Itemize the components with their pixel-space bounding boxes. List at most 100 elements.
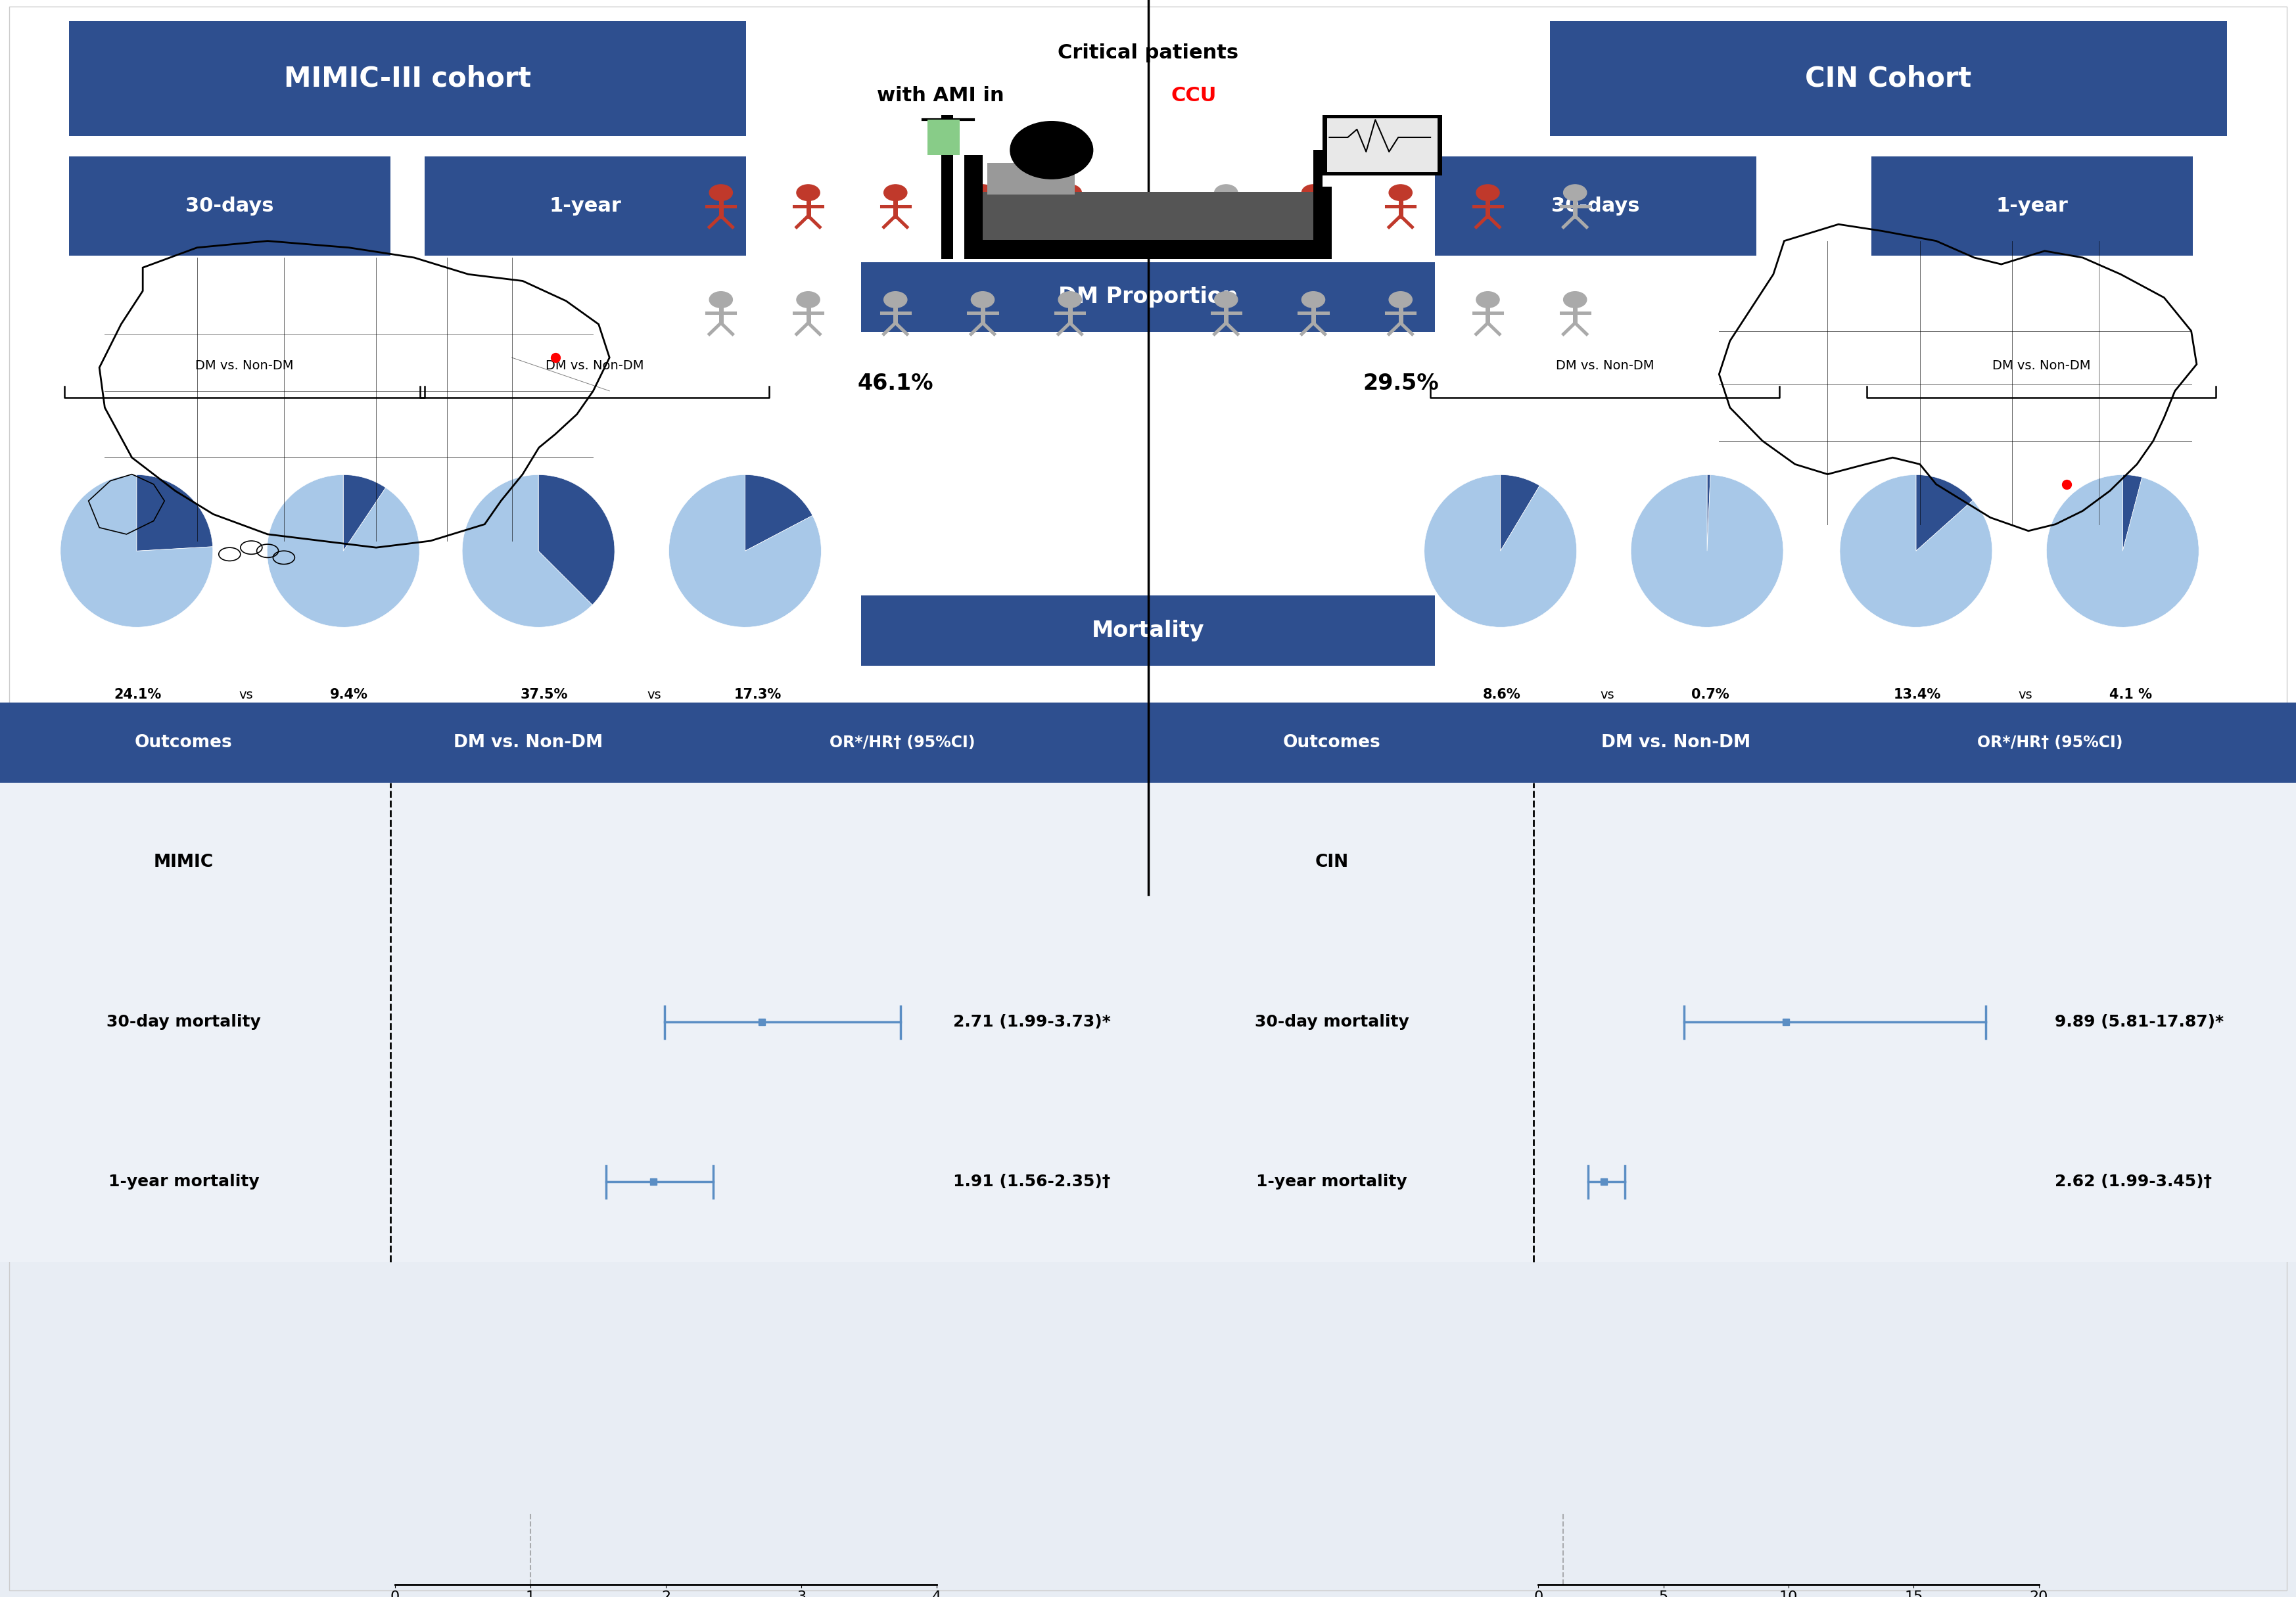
Wedge shape (1630, 474, 1784, 628)
Circle shape (1476, 292, 1499, 308)
Circle shape (1564, 185, 1587, 201)
Bar (0, 703, 2296, 1597)
Text: DM vs. Non-DM: DM vs. Non-DM (546, 359, 643, 372)
Text: CIN Cohort: CIN Cohort (1805, 64, 1972, 93)
Wedge shape (1499, 474, 1541, 551)
Wedge shape (342, 474, 386, 551)
Text: MIMIC-III cohort: MIMIC-III cohort (285, 64, 530, 93)
Text: vs: vs (647, 688, 661, 701)
Circle shape (1010, 121, 1093, 179)
Text: 46.1%: 46.1% (856, 372, 934, 394)
Text: DM vs. Non-DM: DM vs. Non-DM (1993, 359, 2089, 372)
Text: 1-year: 1-year (1995, 196, 2069, 216)
Bar (941, 115, 953, 259)
Bar (1148, 783, 2296, 942)
Circle shape (1302, 185, 1325, 201)
Text: 17.3%: 17.3% (735, 688, 781, 701)
Circle shape (709, 292, 732, 308)
Text: Mortality: Mortality (1091, 620, 1205, 642)
Text: Outcomes: Outcomes (135, 735, 232, 751)
Text: 37.5%: 37.5% (521, 688, 567, 701)
Circle shape (884, 185, 907, 201)
Text: OR*/HR† (95%CI): OR*/HR† (95%CI) (829, 735, 976, 751)
Wedge shape (266, 474, 420, 628)
Circle shape (971, 292, 994, 308)
Wedge shape (668, 474, 822, 628)
Text: 13.4%: 13.4% (1894, 688, 1940, 701)
Bar (964, 155, 983, 259)
Text: 2.62 (1.99-3.45)†: 2.62 (1.99-3.45)† (2055, 1174, 2211, 1190)
Text: 1-year: 1-year (549, 196, 622, 216)
Bar (861, 262, 1435, 332)
Circle shape (797, 292, 820, 308)
Text: 8.6%: 8.6% (1483, 688, 1520, 701)
Wedge shape (2046, 474, 2200, 628)
Text: 9.4%: 9.4% (331, 688, 367, 701)
Text: 1-year mortality: 1-year mortality (108, 1174, 259, 1190)
Bar (69, 21, 746, 136)
Text: 4.1 %: 4.1 % (2110, 688, 2151, 701)
Bar (1148, 942, 2296, 1102)
Wedge shape (135, 474, 214, 551)
Wedge shape (1915, 474, 1972, 551)
Bar (425, 157, 746, 256)
Wedge shape (1706, 474, 1711, 551)
Bar (1313, 150, 1322, 214)
Circle shape (1302, 292, 1325, 308)
Wedge shape (537, 474, 615, 605)
Wedge shape (1424, 474, 1577, 628)
Circle shape (971, 185, 994, 201)
Bar (0, 0, 2296, 703)
Text: 1-year mortality: 1-year mortality (1256, 1174, 1407, 1190)
Bar (1322, 115, 1442, 176)
Wedge shape (744, 474, 813, 551)
Text: MIMIC: MIMIC (154, 854, 214, 870)
Text: DM vs. Non-DM: DM vs. Non-DM (452, 735, 604, 751)
Text: CCU: CCU (1171, 86, 1217, 105)
Circle shape (709, 185, 732, 201)
Wedge shape (60, 474, 214, 628)
Text: 29.5%: 29.5% (1362, 372, 1440, 394)
Bar (964, 240, 1332, 259)
Text: DM Proportion: DM Proportion (1058, 286, 1238, 308)
Bar (1435, 157, 1756, 256)
Circle shape (1058, 185, 1081, 201)
Circle shape (884, 292, 907, 308)
Bar (1148, 1102, 2296, 1262)
Text: DM vs. Non-DM: DM vs. Non-DM (1600, 735, 1752, 751)
Bar (0, 1102, 1148, 1262)
Wedge shape (1839, 474, 1993, 628)
Text: 1.91 (1.56-2.35)†: 1.91 (1.56-2.35)† (953, 1174, 1109, 1190)
Text: vs: vs (2018, 688, 2032, 701)
Circle shape (1389, 185, 1412, 201)
Bar (1313, 187, 1332, 259)
Bar (928, 120, 960, 155)
Text: Outcomes: Outcomes (1283, 735, 1380, 751)
Bar (987, 163, 1075, 195)
Bar (0, 942, 1148, 1102)
Bar (983, 192, 1313, 240)
Text: vs: vs (1600, 688, 1614, 701)
Circle shape (1215, 185, 1238, 201)
Text: vs: vs (239, 688, 253, 701)
Bar (1871, 157, 2193, 256)
Bar (1327, 118, 1437, 172)
Text: DM vs. Non-DM: DM vs. Non-DM (1557, 359, 1653, 372)
Text: CIN: CIN (1316, 854, 1348, 870)
Bar (861, 596, 1435, 666)
Text: 30-day mortality: 30-day mortality (1254, 1014, 1410, 1030)
Text: OR*/HR† (95%CI): OR*/HR† (95%CI) (1977, 735, 2124, 751)
Wedge shape (2122, 474, 2142, 551)
Text: 24.1%: 24.1% (115, 688, 161, 701)
Wedge shape (461, 474, 592, 628)
Text: Critical patients: Critical patients (1058, 43, 1238, 62)
Text: DM vs. Non-DM: DM vs. Non-DM (195, 359, 294, 372)
Text: 9.89 (5.81-17.87)*: 9.89 (5.81-17.87)* (2055, 1014, 2225, 1030)
Text: 0.7%: 0.7% (1692, 688, 1729, 701)
Bar (1148, 703, 2296, 783)
Circle shape (1564, 292, 1587, 308)
Text: 30-day mortality: 30-day mortality (106, 1014, 262, 1030)
Bar (69, 157, 390, 256)
Text: 30-days: 30-days (186, 196, 273, 216)
Text: 2.71 (1.99-3.73)*: 2.71 (1.99-3.73)* (953, 1014, 1111, 1030)
